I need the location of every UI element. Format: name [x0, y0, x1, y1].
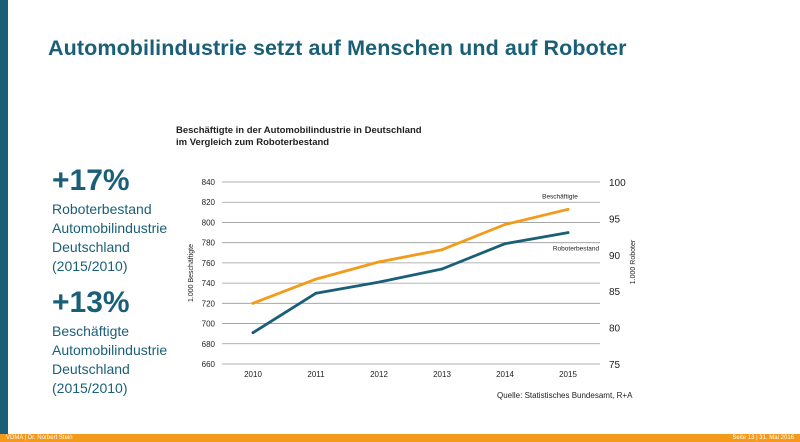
- data-point: [377, 260, 381, 264]
- stat-employees-line: Beschäftigte: [52, 323, 130, 339]
- stat-robots-line: Roboterbestand: [52, 201, 152, 217]
- footer-right-text: Seite 13 | 31. Mai 2016: [732, 435, 794, 441]
- y-right-tick-label: 100: [609, 178, 626, 189]
- y-left-tick-label: 840: [202, 178, 216, 187]
- y-left-tick-label: 760: [202, 259, 216, 268]
- y-left-tick-label: 700: [202, 320, 216, 329]
- y-left-tick-label: 680: [202, 340, 216, 349]
- data-point: [440, 267, 444, 271]
- series-label-roboterbestand: Roboterbestand: [553, 246, 600, 253]
- y-left-axis-label: 1.000 Beschäftigte: [188, 244, 195, 302]
- data-point: [314, 291, 318, 295]
- y-right-tick-label: 95: [609, 214, 621, 225]
- footer-left-text: VDMA | Dr. Norbert Stein: [6, 435, 73, 441]
- stat-robots-line: (2015/2010): [52, 258, 128, 274]
- x-tick-label: 2011: [307, 370, 325, 379]
- x-tick-label: 2012: [370, 370, 388, 379]
- y-left-tick-label: 720: [202, 299, 216, 308]
- footer-bar: VDMA | Dr. Norbert Stein Seite 13 | 31. …: [0, 434, 800, 442]
- data-point: [503, 223, 507, 226]
- data-point: [440, 248, 444, 252]
- x-tick-label: 2013: [433, 370, 451, 379]
- data-point: [314, 277, 318, 281]
- data-point: [503, 242, 507, 246]
- y-right-tick-label: 75: [609, 360, 621, 371]
- data-point: [566, 207, 570, 211]
- series-line-roboterbestand: [251, 231, 570, 335]
- stat-robots-description: Roboterbestand Automobilindustrie Deutsc…: [52, 200, 167, 276]
- data-point: [251, 301, 255, 305]
- left-accent-bar: [0, 0, 8, 442]
- x-tick-label: 2010: [244, 370, 262, 379]
- stat-robots-line: Deutschland: [52, 239, 130, 255]
- y-left-tick-label: 820: [202, 198, 216, 207]
- chart-title: Beschäftigte in der Automobilindustrie i…: [176, 125, 422, 149]
- y-right-tick-label: 80: [609, 324, 621, 335]
- chart-title-line-2: im Vergleich zum Roboterbestand: [176, 137, 330, 148]
- series-label-beschaeftigte: Beschäftigte: [542, 193, 578, 200]
- data-point: [377, 280, 381, 284]
- stat-employees-description: Beschäftigte Automobilindustrie Deutschl…: [52, 322, 167, 398]
- x-tick-label: 2015: [559, 370, 577, 379]
- y-left-tick-label: 780: [202, 239, 216, 248]
- y-right-tick-label: 85: [609, 287, 621, 298]
- data-point: [251, 331, 255, 335]
- stat-employees-value: +13%: [52, 286, 130, 319]
- y-left-tick-label: 740: [202, 279, 216, 288]
- data-point: [566, 231, 570, 235]
- stat-robots-line: Automobilindustrie: [52, 220, 168, 236]
- y-left-tick-label: 800: [202, 218, 216, 227]
- chart-source: Quelle: Statistisches Bundesamt, R+A: [497, 391, 633, 400]
- x-tick-label: 2014: [496, 370, 514, 379]
- y-right-axis-label: 1.000 Roboter: [630, 239, 637, 284]
- stat-employees-line: Automobilindustrie: [52, 342, 168, 358]
- stat-employees-line: Deutschland: [52, 361, 130, 377]
- y-right-tick-label: 90: [609, 251, 621, 262]
- y-left-tick-label: 660: [202, 360, 216, 369]
- stat-robots-value: +17%: [52, 164, 130, 197]
- stat-employees-line: (2015/2010): [52, 380, 128, 396]
- series-line-beschaeftigte: [251, 207, 570, 305]
- slide-title: Automobilindustrie setzt auf Menschen un…: [48, 36, 627, 60]
- chart-title-line-1: Beschäftigte in der Automobilindustrie i…: [176, 125, 422, 136]
